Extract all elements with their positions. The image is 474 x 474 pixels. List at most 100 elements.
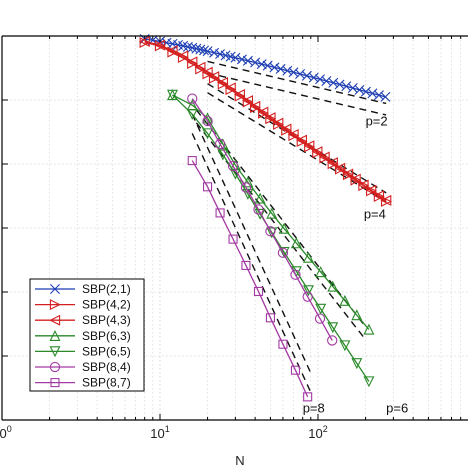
marker-x [250,57,261,68]
marker-triangle-left [334,162,346,174]
marker-triangle-left [326,157,338,169]
axes: 100101102N [0,35,468,468]
x-axis-label: N [235,453,244,468]
marker-triangle-left [233,88,245,100]
marker-triangle-left [287,128,299,140]
marker-triangle-left [272,117,284,129]
marker-triangle-left [194,61,206,73]
marker-triangle-down [167,89,179,101]
legend-entry: SBP(2,1) [35,282,131,296]
marker-triangle-left [201,66,213,78]
marker-circle [265,226,276,237]
marker-triangle-right [49,299,61,311]
marker-circle [302,291,313,302]
marker-x [321,76,332,87]
marker-triangle-down [339,340,351,352]
marker-triangle-down [186,109,198,121]
marker-triangle-up [278,222,290,234]
marker-triangle-right [327,158,339,170]
tick-label-base: 10 [308,426,322,441]
legend-label: SBP(4,2) [82,298,131,312]
marker-x [367,88,378,99]
marker-triangle-left [303,140,315,152]
series-line [191,160,309,398]
marker-triangle-up [290,237,302,249]
marker-triangle-right [273,118,285,130]
marker-triangle-up [254,192,266,204]
marker-square [241,260,251,270]
tick-label-exponent: 0 [7,424,12,434]
marker-circle [214,138,226,150]
marker-x [308,72,319,83]
marker-x [50,284,60,294]
marker-x [354,84,365,95]
marker-triangle-right [312,147,324,159]
marker-triangle-right [258,107,270,119]
marker-square [290,365,301,375]
legend: SBP(2,1) SBP(4,2)SBP(4,3) SBP(6,3)SBP(6,5)… [29,278,145,392]
marker-circle [253,204,264,215]
marker-triangle-left [349,173,361,185]
marker-triangle-right [381,195,392,207]
marker-x [191,43,202,54]
series-sbp-4-3 [138,36,392,206]
marker-triangle-left [357,179,369,191]
series-line [144,40,387,201]
marker-triangle-left [166,45,178,57]
marker-triangle-left [295,134,307,146]
marker-square [228,234,238,244]
tick-label-exponent: 1 [165,424,170,434]
reference-line-p=4 [207,92,387,203]
marker-x [301,70,312,81]
legend-label: SBP(4,3) [82,313,131,327]
slope-annotations: p=2 p=4 p=8 p=6 [303,113,409,415]
marker-triangle-down [302,285,314,297]
marker-x [230,52,241,63]
marker-triangle-left [380,194,392,206]
marker-triangle-left [208,71,220,83]
marker-triangle-up [302,251,314,263]
marker-circle [187,93,198,104]
marker-x [295,68,306,79]
marker-x [209,47,220,58]
reference-line-p=2 [207,72,387,116]
legend-entry: SBP(4,2) [35,298,131,312]
marker-triangle-right [265,113,277,125]
legend-label: SBP(8,4) [82,360,131,374]
marker-triangle-right [242,96,254,108]
marker-triangle-down [327,322,339,334]
marker-triangle-right [217,78,229,90]
marker-triangle-right [350,174,362,186]
marker-triangle-left [318,151,330,163]
marker-triangle-up [363,323,375,335]
marker-x [334,79,345,90]
legend-entry: SBP(8,7) [35,376,131,390]
marker-triangle-left [249,100,261,112]
marker-circle [290,269,301,280]
marker-triangle-right [281,124,293,136]
annotation-p-2: p=2 [366,113,388,128]
marker-square [278,339,288,349]
marker-triangle-down [363,376,375,388]
marker-square [265,313,275,323]
marker-triangle-left [365,184,377,196]
marker-x [373,90,384,101]
marker-triangle-up [49,329,61,341]
marker-square [50,378,60,388]
marker-triangle-down [49,346,61,358]
annotation-p-4: p=4 [364,207,386,222]
legend-entry: SBP(6,3) [35,329,131,343]
marker-triangle-left [49,314,61,326]
tick-label-base: 10 [150,426,164,441]
marker-circle [277,247,289,258]
legend-label: SBP(6,3) [82,329,131,343]
x-tick-label: 102 [308,424,327,441]
marker-triangle-right [296,135,308,147]
marker-circle [314,313,326,324]
legend-entry: SBP(8,4) [35,360,131,374]
marker-triangle-right [304,141,316,153]
marker-x [341,81,352,92]
legend-label: SBP(6,5) [82,344,131,358]
marker-circle [202,115,213,127]
marker-x [199,45,210,56]
